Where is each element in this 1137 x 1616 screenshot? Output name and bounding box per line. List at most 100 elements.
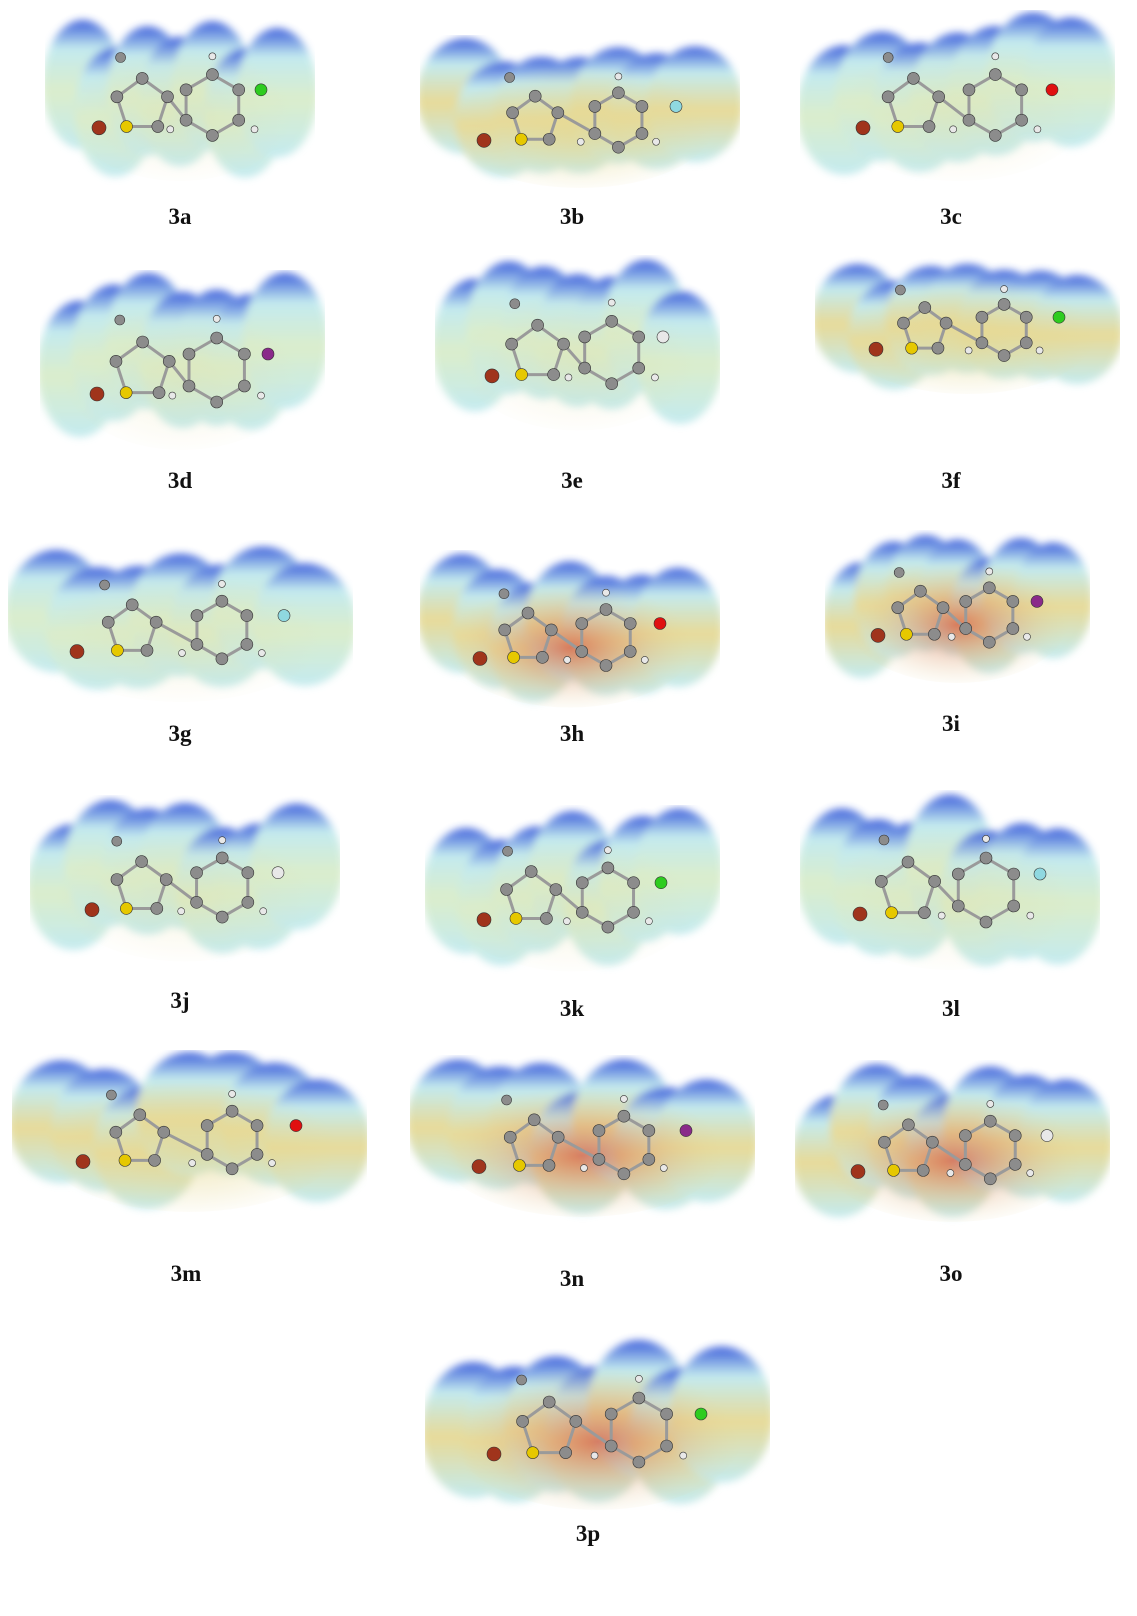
atom (166, 125, 175, 134)
atom (983, 581, 996, 595)
atom (549, 883, 563, 896)
atom (168, 391, 177, 400)
atom (254, 83, 268, 97)
atom (983, 635, 996, 649)
atom (507, 651, 520, 664)
atom (635, 127, 649, 140)
atom (119, 386, 133, 399)
atom (259, 907, 268, 915)
atom (669, 100, 683, 113)
atom (599, 603, 613, 616)
atom (162, 355, 176, 368)
atom (225, 1104, 239, 1118)
atom (261, 347, 275, 361)
atom (635, 1374, 643, 1383)
atom (212, 314, 221, 323)
molecule-esp-map (420, 554, 720, 708)
atom (914, 584, 927, 598)
atom (922, 120, 936, 133)
atom (578, 330, 591, 344)
atom (509, 298, 521, 310)
atom (536, 651, 549, 664)
atom (178, 649, 186, 657)
atom (289, 1119, 303, 1132)
atom (632, 330, 646, 344)
atom (679, 1451, 688, 1460)
compound-label: 3k (559, 996, 585, 1021)
atom (939, 316, 953, 330)
molecule-esp-map (825, 535, 1090, 683)
esp-surface-panel (410, 1055, 755, 1235)
atom (542, 1159, 556, 1172)
atom (1007, 899, 1021, 913)
atom (932, 90, 945, 104)
atom (985, 567, 994, 576)
atom (901, 855, 915, 869)
atom (206, 129, 219, 142)
atom (476, 133, 492, 148)
esp-surface-panel (45, 10, 315, 200)
compound-label: 3c (940, 204, 962, 229)
atom (984, 1114, 997, 1128)
compound-label: 3l (942, 996, 960, 1021)
atom (651, 373, 659, 382)
atom (635, 100, 649, 113)
atom (1008, 1158, 1022, 1171)
atom (514, 132, 528, 146)
atom (979, 851, 993, 865)
atom (250, 1148, 264, 1161)
molecule-esp-map (40, 272, 325, 450)
molecule-esp-map (410, 1059, 755, 1217)
atom (984, 1172, 997, 1186)
atom (99, 579, 110, 591)
compound-label: 3g (168, 721, 192, 746)
atom (521, 606, 535, 620)
atom (694, 1407, 708, 1421)
compound-label: 3b (559, 204, 585, 229)
atom (528, 89, 542, 103)
atom (612, 140, 625, 154)
atom (250, 125, 259, 134)
atom (997, 349, 1011, 362)
compound-label: 3m (170, 1261, 202, 1286)
atom (547, 368, 560, 381)
atom (605, 315, 618, 328)
atom (962, 113, 976, 127)
atom (654, 876, 668, 889)
atom (486, 1446, 502, 1462)
atom (148, 1154, 161, 1167)
esp-surface-panel (12, 1050, 367, 1230)
atom (1045, 83, 1059, 97)
atom (524, 865, 538, 878)
atom (604, 846, 612, 854)
atom (918, 906, 931, 919)
atom (576, 137, 585, 146)
atom (653, 617, 667, 630)
atom (527, 1113, 541, 1127)
atom (516, 1415, 529, 1428)
atom (542, 1395, 556, 1409)
atom (642, 1124, 656, 1137)
atom (498, 623, 511, 637)
atom (125, 598, 139, 612)
atom (200, 1119, 214, 1132)
atom (1007, 867, 1021, 881)
atom (617, 1109, 631, 1123)
atom (614, 72, 623, 81)
atom (157, 1125, 171, 1139)
atom (540, 912, 553, 925)
atom (620, 1095, 628, 1103)
atom (111, 835, 123, 847)
atom (679, 1124, 693, 1137)
atom (962, 83, 976, 97)
atom (882, 52, 894, 63)
atom (177, 907, 185, 915)
atom (604, 1439, 618, 1453)
atom (200, 1148, 214, 1161)
atom (206, 68, 219, 81)
atom (612, 86, 625, 100)
atom (241, 866, 255, 879)
atom (268, 1159, 276, 1167)
atom (959, 622, 973, 635)
atom (936, 601, 950, 614)
